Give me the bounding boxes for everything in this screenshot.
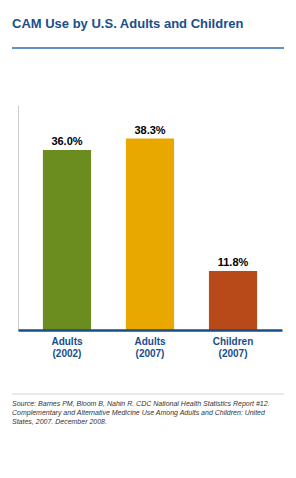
plot: Adults(2002) Adults(2007) Children(2007) 36… <box>19 106 283 360</box>
bars <box>43 139 257 331</box>
title-rule <box>12 47 284 49</box>
x-tick-label: Adults(2002) <box>51 336 83 359</box>
data-label: 38.3% <box>134 124 165 136</box>
title: CAM Use by U.S. Adults and Children <box>12 16 243 31</box>
data-label: 11.8% <box>218 256 249 268</box>
data-labels: 36.0% 38.3% 11.8% <box>51 124 248 269</box>
x-tick-label: Adults(2007) <box>134 336 166 359</box>
x-tick-label: Children(2007) <box>213 336 254 359</box>
bar <box>209 271 257 330</box>
source-note: Source: Barnes PM, Bloom B, Nahin R. CDC… <box>12 400 270 425</box>
x-tick: Adults(2007) <box>134 330 166 359</box>
y-axis-line <box>18 106 19 331</box>
bar <box>43 150 91 330</box>
x-axis: Adults(2002) Adults(2007) Children(2007) <box>19 330 283 359</box>
chart: CAM Use by U.S. Adults and Children Adult… <box>0 0 296 478</box>
bar <box>126 139 174 331</box>
x-axis-line <box>19 329 283 332</box>
x-tick: Children(2007) <box>213 330 254 359</box>
data-label: 36.0% <box>51 135 82 147</box>
y-axis <box>18 106 19 331</box>
source-rule <box>12 394 284 395</box>
x-tick: Adults(2002) <box>51 330 83 359</box>
